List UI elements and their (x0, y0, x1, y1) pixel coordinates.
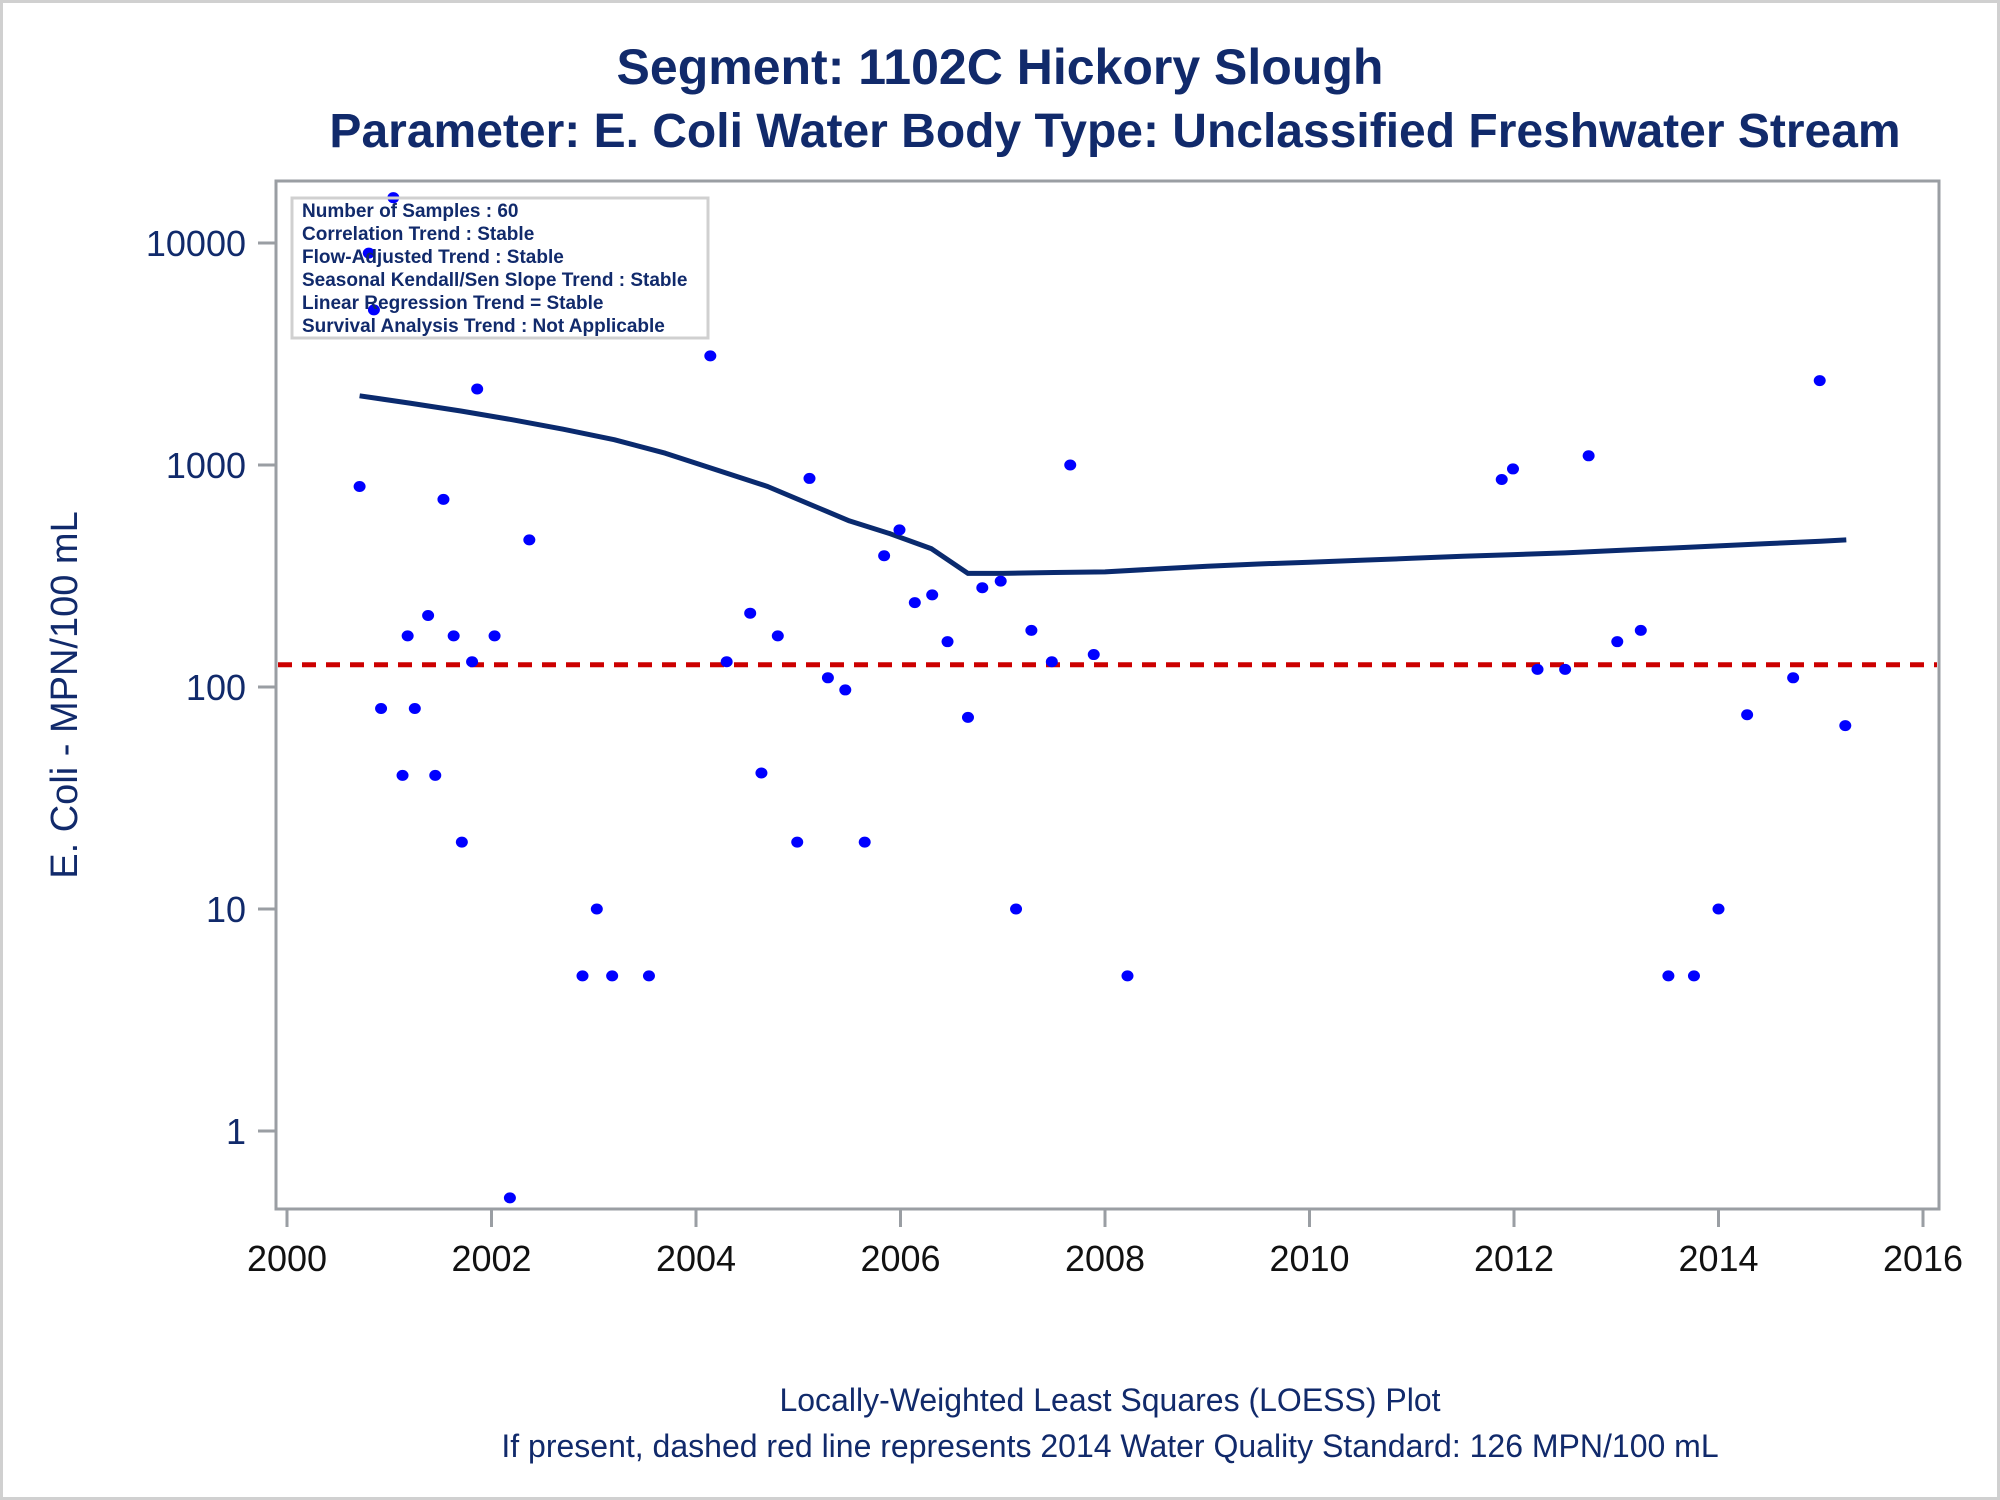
data-point (408, 703, 421, 715)
footnote-standard: If present, dashed red line represents 2… (501, 1428, 1719, 1464)
data-point (791, 836, 804, 848)
data-point (447, 630, 460, 642)
data-point (353, 481, 366, 493)
legend-line: Linear Regression Trend = Stable (302, 293, 603, 314)
chart-subtitle: Parameter: E. Coli Water Body Type: Uncl… (329, 105, 1901, 158)
legend-line: Flow-Adjusted Trend : Stable (302, 247, 564, 268)
data-point (1839, 720, 1852, 732)
data-point (839, 684, 852, 696)
plot-frame (274, 179, 1941, 1211)
data-point (1121, 970, 1134, 982)
data-point (1582, 450, 1595, 462)
x-tick-label: 2008 (1065, 1238, 1145, 1279)
x-tick-label: 2016 (1883, 1238, 1963, 1279)
points-group (353, 192, 1852, 1204)
data-point (1506, 463, 1519, 475)
data-point (941, 636, 954, 648)
x-tick-label: 2000 (247, 1238, 327, 1279)
legend-box (290, 196, 710, 340)
data-point (429, 769, 442, 781)
data-point (1813, 375, 1826, 387)
data-point (375, 703, 388, 715)
data-point (590, 903, 603, 915)
x-tick-label: 2014 (1678, 1238, 1758, 1279)
data-point (1531, 663, 1544, 675)
data-point (1611, 636, 1624, 648)
data-point (1741, 709, 1754, 721)
data-point (704, 350, 717, 362)
data-point (1045, 656, 1058, 668)
data-point (362, 247, 375, 259)
y-tick-label: 1 (226, 1111, 246, 1152)
footnote-loess: Locally-Weighted Least Squares (LOESS) P… (779, 1382, 1441, 1418)
data-point (976, 582, 989, 594)
data-point (893, 524, 906, 536)
x-tick-label: 2002 (451, 1238, 531, 1279)
data-point (878, 550, 891, 562)
data-point (821, 672, 834, 684)
data-point (1559, 663, 1572, 675)
data-point (803, 472, 816, 484)
x-tick-label: 2006 (860, 1238, 940, 1279)
data-point (1634, 624, 1647, 636)
data-point (926, 589, 939, 601)
data-point (1010, 903, 1023, 915)
data-point (744, 607, 757, 619)
data-point (755, 767, 768, 779)
data-point (466, 656, 479, 668)
x-axis: 2000 2002 2004 2006 2008 2010 2012 2014 2016 (247, 1209, 1963, 1279)
data-point (422, 609, 435, 621)
plot-area-border (274, 179, 1941, 1211)
data-point (1712, 903, 1725, 915)
data-point (396, 769, 409, 781)
data-point (994, 575, 1007, 587)
data-point (908, 597, 921, 609)
data-point (1025, 624, 1038, 636)
x-tick-label: 2004 (656, 1238, 736, 1279)
y-tick-label: 10000 (146, 223, 246, 264)
x-tick-label: 2012 (1474, 1238, 1554, 1279)
data-point (720, 656, 733, 668)
data-point (858, 836, 871, 848)
legend-line: Seasonal Kendall/Sen Slope Trend : Stabl… (302, 270, 687, 291)
data-point (401, 630, 414, 642)
x-tick-label: 2010 (1269, 1238, 1349, 1279)
data-point (523, 534, 536, 546)
y-tick-label: 1000 (166, 445, 246, 486)
data-point (1662, 970, 1675, 982)
y-axis: 1 10 100 1000 10000 (146, 223, 276, 1152)
data-point (576, 970, 589, 982)
y-axis-label: E. Coli - MPN/100 mL (44, 511, 86, 878)
legend-line: Correlation Trend : Stable (302, 224, 534, 245)
data-point (771, 630, 784, 642)
data-point (1087, 649, 1100, 661)
data-point (606, 970, 619, 982)
loess-group (359, 393, 1847, 576)
data-point (437, 493, 450, 505)
data-point (503, 1192, 516, 1204)
data-point (1495, 474, 1508, 486)
data-point (471, 383, 484, 395)
data-point (1064, 459, 1077, 471)
data-point (642, 970, 655, 982)
data-point (367, 304, 380, 316)
data-point (455, 836, 468, 848)
chart-title: Segment: 1102C Hickory Slough (616, 39, 1384, 95)
y-tick-label: 100 (186, 667, 246, 708)
data-point (488, 630, 501, 642)
data-point (961, 711, 974, 723)
legend-line: Survival Analysis Trend : Not Applicable (302, 316, 665, 337)
data-point (1687, 970, 1700, 982)
loess-line (359, 393, 1847, 576)
data-point (1787, 672, 1800, 684)
y-tick-label: 10 (206, 889, 246, 930)
legend-line: Number of Samples : 60 (302, 201, 518, 222)
